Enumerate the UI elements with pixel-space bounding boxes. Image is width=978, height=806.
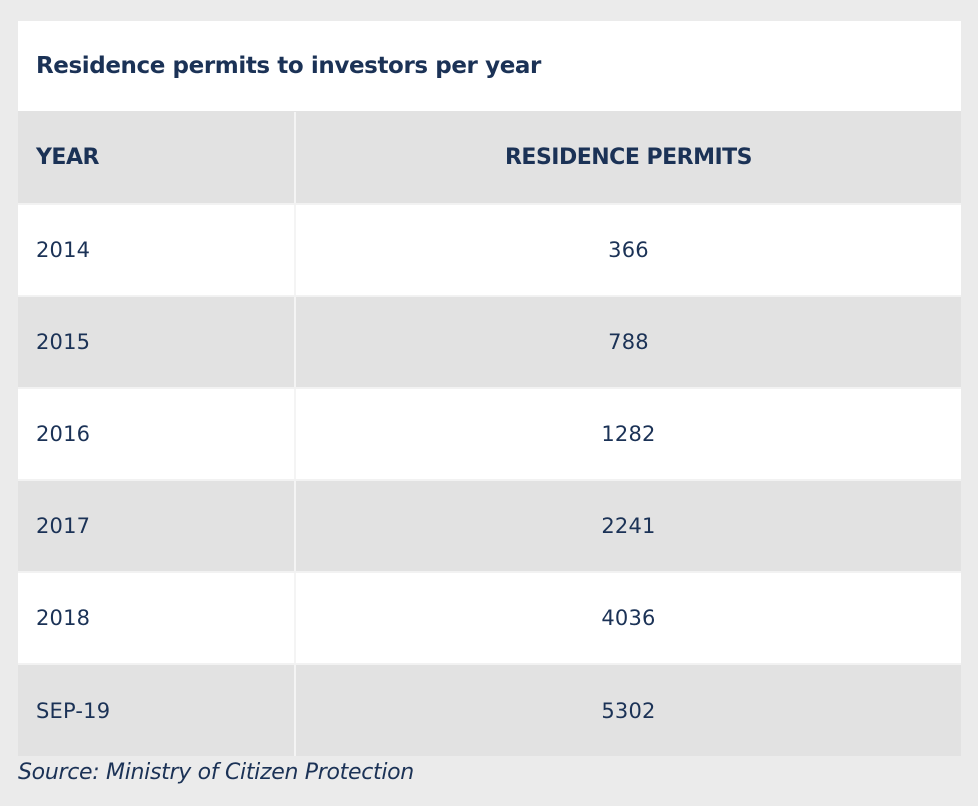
table-row: 2015 788 xyxy=(18,296,961,389)
table-title-bar: Residence permits to investors per year xyxy=(18,21,961,112)
permits-table: YEAR RESIDENCE PERMITS 2014 366 2015 788… xyxy=(18,112,961,756)
permits-table-card: Residence permits to investors per year … xyxy=(18,21,961,756)
permits-cell: 5302 xyxy=(295,664,961,756)
column-header-year: YEAR xyxy=(18,112,296,205)
year-cell: 2015 xyxy=(18,296,296,389)
permits-cell: 366 xyxy=(295,204,961,297)
permits-cell: 4036 xyxy=(295,572,961,665)
year-cell: 2018 xyxy=(18,572,296,665)
permits-cell: 788 xyxy=(295,296,961,389)
table-header-row: YEAR RESIDENCE PERMITS xyxy=(18,112,961,205)
table-row: 2017 2241 xyxy=(18,480,961,573)
table-row: SEP-19 5302 xyxy=(18,664,961,756)
source-note: Source: Ministry of Citizen Protection xyxy=(18,760,414,785)
table-title: Residence permits to investors per year xyxy=(36,53,541,79)
year-cell: 2017 xyxy=(18,480,296,573)
year-cell: 2014 xyxy=(18,204,296,297)
permits-cell: 1282 xyxy=(295,388,961,481)
column-header-permits: RESIDENCE PERMITS xyxy=(295,112,961,205)
table-row: 2016 1282 xyxy=(18,388,961,481)
year-cell: SEP-19 xyxy=(18,664,296,756)
table-row: 2018 4036 xyxy=(18,572,961,665)
table-row: 2014 366 xyxy=(18,204,961,297)
permits-cell: 2241 xyxy=(295,480,961,573)
year-cell: 2016 xyxy=(18,388,296,481)
